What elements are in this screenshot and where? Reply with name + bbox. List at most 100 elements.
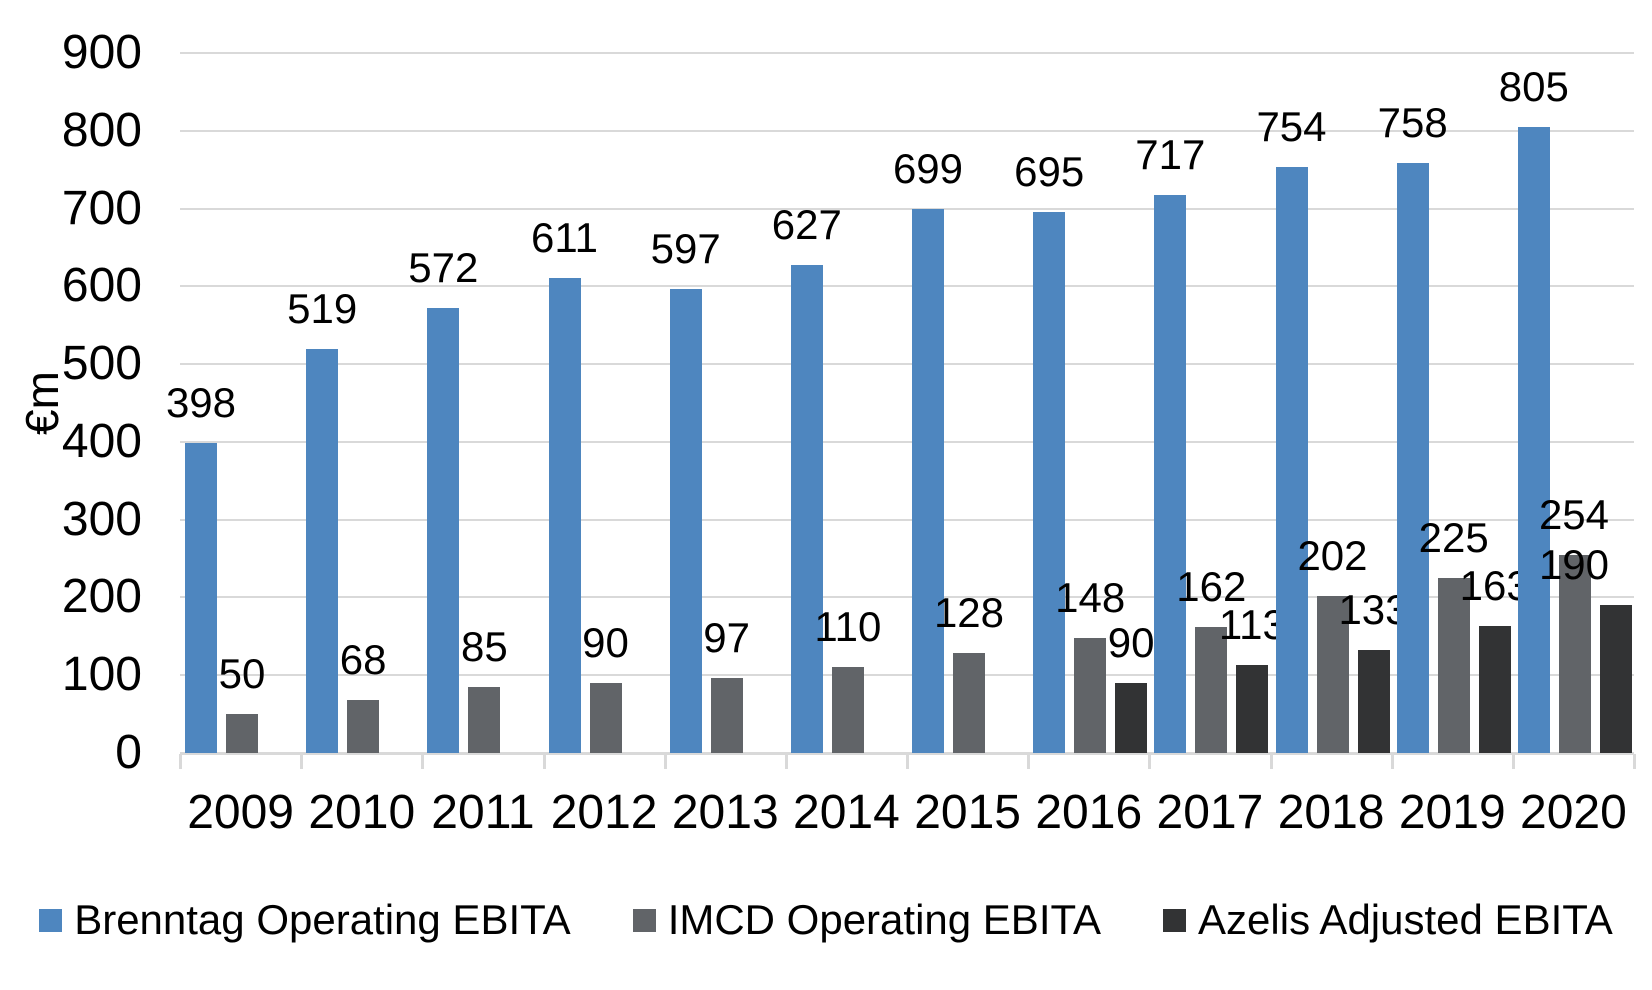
y-axis-tick-label: 300 — [61, 492, 142, 546]
bar-brenntag-2012 — [548, 277, 581, 753]
bar-imcd-2013 — [710, 677, 743, 753]
x-axis-label: 2011 — [431, 786, 535, 839]
x-axis-label: 2010 — [308, 786, 416, 839]
y-axis-tick-label: 700 — [61, 181, 142, 235]
bar-imcd-2010 — [347, 700, 380, 753]
x-axis-label: 2015 — [914, 786, 1021, 839]
x-axis-label: 2016 — [1035, 786, 1143, 839]
x-axis-label: 2017 — [1156, 786, 1264, 839]
y-axis-tick-label: 600 — [61, 259, 142, 313]
x-axis-tick — [784, 754, 788, 769]
bar-imcd-2017 — [1195, 627, 1228, 753]
bar-azelis-2019 — [1478, 626, 1511, 753]
gridline — [180, 363, 1634, 366]
bar-imcd-2016 — [1074, 637, 1107, 753]
legend-swatch — [632, 908, 656, 932]
bar-value-label: 162 — [1176, 563, 1247, 610]
bar-value-label: 68 — [339, 636, 387, 684]
bar-brenntag-2015 — [912, 209, 944, 753]
x-axis-tick — [1390, 754, 1394, 769]
bar-value-label: 519 — [287, 285, 358, 333]
bar-brenntag-2011 — [427, 308, 460, 753]
bar-brenntag-2019 — [1396, 163, 1429, 753]
bar-brenntag-2020 — [1517, 126, 1550, 753]
legend-item-imcd: IMCD Operating EBITA — [632, 896, 1102, 944]
legend-item-azelis: Azelis Adjusted EBITA — [1163, 896, 1613, 944]
bar-imcd-2014 — [831, 667, 864, 753]
bar-brenntag-2014 — [790, 265, 823, 753]
bar-value-label: 225 — [1418, 514, 1489, 561]
x-axis-tick — [179, 754, 182, 769]
gridline — [180, 129, 1634, 132]
bar-value-label: 90 — [1107, 619, 1155, 666]
legend-item-brenntag: Brenntag Operating EBITA — [39, 896, 571, 944]
bar-value-label: 110 — [814, 603, 882, 651]
bar-value-label: 695 — [1014, 148, 1085, 196]
gridline — [180, 596, 1634, 599]
bar-brenntag-2013 — [669, 288, 702, 753]
bar-azelis-2016 — [1115, 683, 1148, 753]
bar-brenntag-2016 — [1033, 212, 1066, 753]
bar-value-label: 148 — [1055, 573, 1126, 621]
x-axis-label: 2018 — [1277, 786, 1385, 839]
x-axis-tick — [663, 754, 667, 769]
x-axis-tick — [1148, 754, 1152, 769]
x-axis-line — [180, 752, 1634, 755]
y-axis-tick-label: 200 — [61, 570, 142, 624]
bar-imcd-2011 — [468, 686, 501, 753]
bar-value-label: 611 — [531, 213, 598, 261]
bar-brenntag-2017 — [1154, 195, 1187, 753]
legend-swatch — [1163, 908, 1187, 932]
x-axis-tick — [1633, 754, 1636, 769]
bar-value-label: 758 — [1377, 99, 1448, 147]
bar-value-label: 97 — [703, 613, 751, 661]
bar-value-label: 572 — [408, 244, 479, 292]
x-axis-tick — [300, 754, 304, 769]
bar-value-label: 754 — [1256, 102, 1327, 150]
x-axis-label: 2009 — [187, 786, 294, 839]
legend-swatch — [39, 908, 63, 932]
y-axis-tick-label: 400 — [61, 414, 142, 468]
x-axis-tick — [1511, 754, 1515, 769]
x-axis-tick — [1027, 754, 1031, 769]
bar-value-label: 128 — [933, 589, 1005, 637]
bar-value-label: 113 — [1218, 601, 1286, 649]
gridline — [180, 518, 1634, 521]
bar-brenntag-2009 — [185, 443, 217, 753]
y-axis-tick-label: 900 — [61, 26, 142, 79]
legend-label: Azelis Adjusted EBITA — [1198, 896, 1613, 943]
bar-azelis-2020 — [1599, 605, 1632, 753]
y-axis-tick-label: 100 — [61, 648, 142, 702]
bar-azelis-2017 — [1236, 665, 1269, 753]
bar-value-label: 398 — [165, 379, 237, 427]
bar-value-label: 50 — [218, 650, 266, 698]
x-axis-label: 2012 — [550, 786, 658, 839]
bar-imcd-2012 — [589, 683, 622, 753]
y-axis-tick-label: 0 — [115, 726, 142, 779]
bar-value-label: 254 — [1538, 491, 1610, 539]
bar-imcd-2020 — [1558, 555, 1591, 753]
bar-azelis-2018 — [1357, 649, 1390, 753]
gridline — [180, 52, 1634, 54]
x-axis-tick — [906, 754, 909, 769]
bar-value-label: 805 — [1498, 62, 1569, 110]
y-axis-tick-label: 800 — [61, 103, 142, 157]
x-axis-tick — [1269, 754, 1273, 769]
x-axis-label: 2013 — [671, 786, 779, 839]
bar-imcd-2018 — [1316, 595, 1349, 753]
x-axis-label: 2014 — [793, 786, 900, 839]
bar-brenntag-2018 — [1275, 166, 1308, 753]
bar-value-label: 597 — [650, 224, 721, 272]
gridline — [180, 440, 1634, 443]
chart-legend: Brenntag Operating EBITA IMCD Operating E… — [0, 896, 1652, 944]
gridline — [180, 285, 1634, 288]
gridline — [180, 674, 1634, 677]
legend-label: Brenntag Operating EBITA — [74, 896, 571, 943]
bar-value-label: 717 — [1135, 131, 1206, 179]
bar-value-label: 90 — [582, 619, 629, 666]
legend-label: IMCD Operating EBITA — [667, 896, 1102, 943]
y-axis-tick-label: 500 — [61, 337, 142, 391]
bar-value-label: 699 — [892, 145, 964, 193]
bar-value-label: 190 — [1538, 541, 1610, 589]
